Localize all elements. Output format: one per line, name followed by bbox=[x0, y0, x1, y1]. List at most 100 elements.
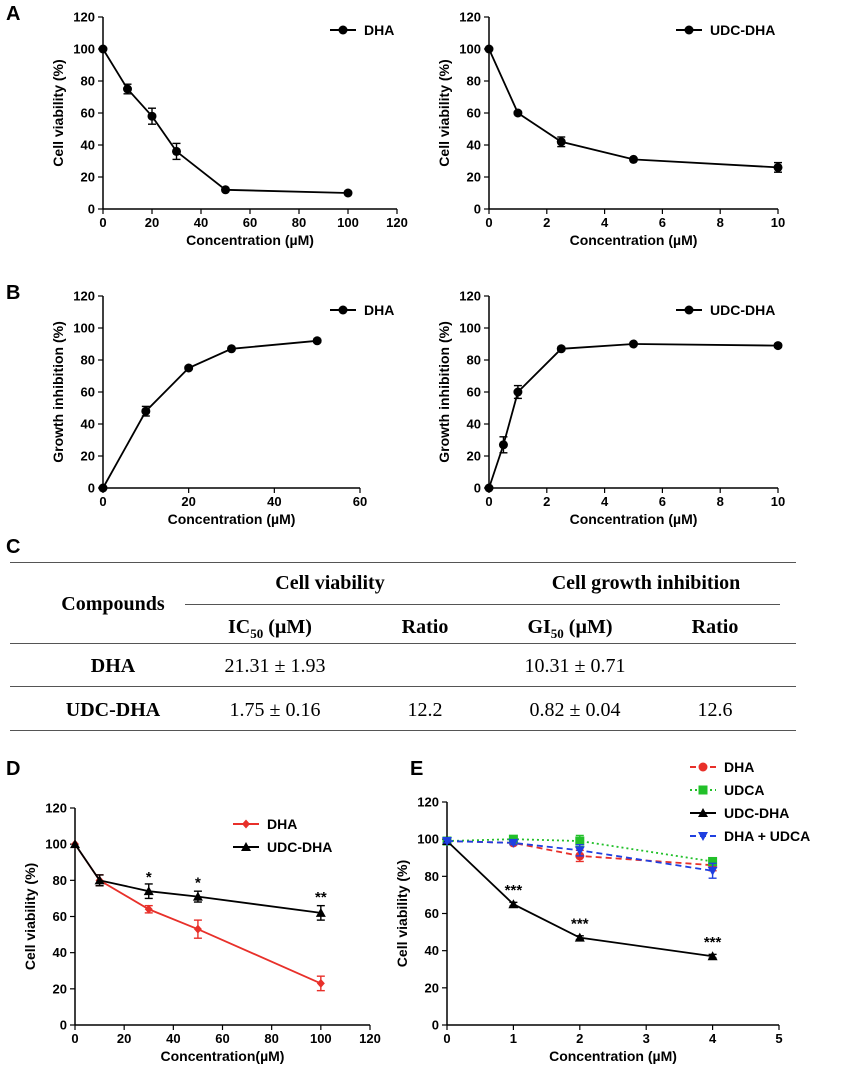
data-point bbox=[556, 137, 566, 147]
panel-letter-a: A bbox=[6, 3, 21, 25]
data-point bbox=[773, 341, 783, 351]
x-tick-label: 20 bbox=[145, 215, 159, 230]
series-line bbox=[488, 343, 779, 489]
data-point bbox=[98, 483, 108, 493]
data-point bbox=[70, 839, 80, 849]
series-udc-dha bbox=[484, 339, 783, 493]
x-tick-label: 6 bbox=[659, 215, 666, 230]
y-tick-label: 20 bbox=[81, 170, 95, 185]
y-tick-label: 40 bbox=[467, 138, 481, 153]
legend-entry: DHA + UDCA bbox=[690, 828, 810, 844]
y-tick-label: 0 bbox=[432, 1018, 439, 1033]
data-point bbox=[484, 483, 494, 493]
y-tick-label: 80 bbox=[53, 873, 67, 888]
plot-group: 0 20 40 60 80 100 120 0 20 40 60 80 100 120 Concentrat… bbox=[50, 10, 408, 249]
x-tick-label: 0 bbox=[99, 215, 106, 230]
y-tick-label: 40 bbox=[53, 945, 67, 960]
y-tick-label: 120 bbox=[45, 801, 67, 816]
series-line bbox=[446, 840, 713, 958]
header-gi50: GI50 (µM) bbox=[490, 616, 650, 642]
legend-label: UDC-DHA bbox=[267, 839, 332, 855]
y-tick-label: 40 bbox=[425, 943, 439, 958]
y-tick-label: 20 bbox=[81, 449, 95, 464]
data-point bbox=[708, 856, 718, 866]
y-tick-label: 80 bbox=[81, 353, 95, 368]
x-tick-label: 2 bbox=[543, 215, 550, 230]
header-ratio-1: Ratio bbox=[401, 616, 449, 638]
y-axis-label: Cell viability (%) bbox=[50, 59, 66, 166]
legend-marker bbox=[684, 25, 694, 35]
data-point bbox=[192, 891, 203, 901]
data-point bbox=[707, 866, 718, 876]
data-point bbox=[147, 111, 157, 121]
y-axis-label: Cell viability (%) bbox=[394, 860, 410, 967]
legend-marker bbox=[698, 808, 708, 817]
data-point bbox=[508, 838, 519, 848]
data-point bbox=[143, 886, 154, 896]
data-point bbox=[315, 907, 326, 917]
table-top-rule bbox=[10, 562, 796, 563]
header-growth-inhibition: Cell growth inhibition bbox=[551, 572, 741, 594]
legend-label: UDC-DHA bbox=[710, 22, 775, 38]
y-tick-label: 60 bbox=[81, 385, 95, 400]
y-tick-label: 120 bbox=[73, 10, 95, 25]
x-tick-label: 0 bbox=[485, 494, 492, 509]
significance-label: *** bbox=[704, 934, 722, 951]
y-tick-label: 80 bbox=[81, 74, 95, 89]
legend-marker bbox=[242, 819, 250, 829]
data-point bbox=[574, 932, 585, 942]
y-tick-label: 0 bbox=[474, 202, 481, 217]
x-axis-label: Concentration (µM) bbox=[549, 1048, 677, 1064]
x-tick-label: 80 bbox=[292, 215, 306, 230]
legend-entry: DHA bbox=[330, 302, 394, 318]
data-point bbox=[575, 836, 585, 846]
legend-entry: DHA bbox=[330, 22, 394, 38]
panel-letter-c: C bbox=[6, 536, 21, 558]
legend-marker bbox=[698, 832, 708, 841]
y-tick-label: 40 bbox=[467, 417, 481, 432]
gi50-subscript: 50 bbox=[550, 626, 564, 641]
table-row-rule bbox=[10, 686, 796, 687]
y-tick-label: 20 bbox=[53, 981, 67, 996]
y-tick-label: 60 bbox=[467, 385, 481, 400]
x-tick-label: 20 bbox=[181, 494, 195, 509]
y-tick-label: 100 bbox=[45, 837, 67, 852]
row-udcdha-gi50: 0.82 ± 0.04 bbox=[529, 699, 621, 721]
y-tick-label: 0 bbox=[88, 202, 95, 217]
data-point bbox=[144, 904, 153, 914]
x-axis-label: Concentration (µM) bbox=[186, 232, 314, 248]
x-tick-label: 60 bbox=[243, 215, 257, 230]
x-tick-label: 8 bbox=[717, 494, 724, 509]
legend-marker bbox=[684, 305, 694, 315]
legend-label: UDC-DHA bbox=[724, 805, 789, 821]
header-cell-viability: Cell viability bbox=[275, 572, 385, 594]
x-tick-label: 5 bbox=[775, 1031, 782, 1046]
y-tick-label: 120 bbox=[459, 289, 481, 304]
legend-label: DHA bbox=[364, 22, 394, 38]
ic50-subscript: 50 bbox=[250, 626, 264, 641]
series-dha bbox=[71, 839, 325, 992]
panel-letter-b: B bbox=[6, 282, 21, 304]
legend-label: DHA bbox=[724, 759, 754, 775]
x-tick-label: 40 bbox=[267, 494, 281, 509]
legend-marker bbox=[241, 842, 251, 851]
x-tick-label: 2 bbox=[543, 494, 550, 509]
table-mid-rule bbox=[185, 604, 780, 605]
header-ic50: IC50 (µM) bbox=[190, 616, 350, 642]
x-tick-label: 0 bbox=[71, 1031, 78, 1046]
series-line bbox=[102, 48, 349, 194]
header-ratio-2: Ratio bbox=[691, 616, 739, 638]
legend-entry: DHA bbox=[233, 816, 297, 832]
header-compounds: Compounds bbox=[61, 593, 165, 615]
y-tick-label: 60 bbox=[425, 906, 439, 921]
data-point bbox=[227, 344, 236, 354]
y-tick-label: 40 bbox=[81, 138, 95, 153]
x-tick-label: 6 bbox=[659, 494, 666, 509]
significance-label: *** bbox=[505, 882, 523, 899]
table-header-rule bbox=[10, 643, 796, 644]
data-point bbox=[141, 406, 151, 416]
x-tick-label: 60 bbox=[353, 494, 367, 509]
